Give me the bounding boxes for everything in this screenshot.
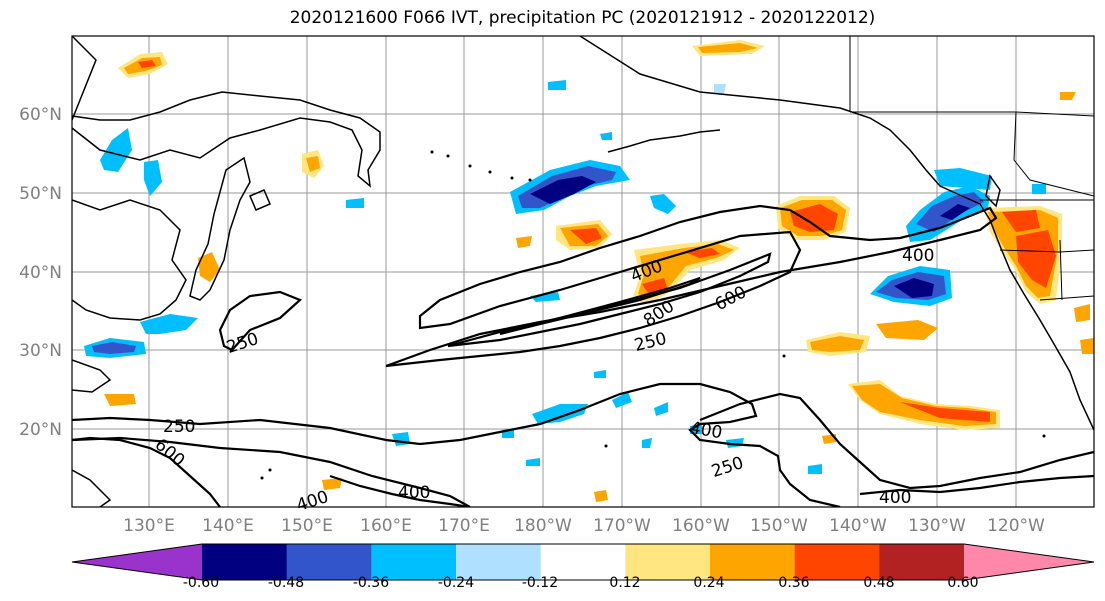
map-frame: [71, 35, 1095, 508]
lon-label: 170°W: [593, 516, 651, 536]
longitude-labels: 130°E 140°E 150°E 160°E 170°E 180°W 170°…: [123, 516, 1045, 536]
colorbar-segment: [710, 544, 796, 580]
colorbar-tick-label: 0.24: [693, 575, 724, 591]
colorbar-tick-label: -0.24: [438, 575, 474, 591]
colorbar-tick-label: -0.12: [522, 575, 558, 591]
lat-label: 60°N: [19, 105, 62, 125]
lon-label: 180°W: [514, 516, 572, 536]
colorbar: [71, 543, 1095, 581]
colorbar-tick-label: 0.36: [778, 575, 809, 591]
colorbar-segment: [456, 544, 542, 580]
map-title: 2020121600 F066 IVT, precipitation PC (2…: [289, 8, 876, 28]
lon-label: 120°W: [987, 516, 1045, 536]
colorbar-extension-max: [964, 544, 1094, 580]
colorbar-tick-label: -0.48: [268, 575, 304, 591]
lon-label: 160°E: [360, 516, 412, 536]
lon-label: 170°E: [438, 516, 490, 536]
colorbar-tick-label: 0.12: [609, 575, 640, 591]
lon-label: 130°W: [908, 516, 966, 536]
colorbar-tick-label: -0.60: [183, 575, 219, 591]
colorbar-ticks: -0.60 -0.48 -0.36 -0.24 -0.12 0.12 0.24 …: [183, 575, 979, 591]
lon-label: 160°W: [672, 516, 730, 536]
lon-label: 150°E: [281, 516, 333, 536]
precip-positive-areas: [104, 40, 1094, 502]
political-boundaries: [849, 36, 1094, 301]
lon-label: 150°W: [750, 516, 808, 536]
colorbar-outline: [71, 543, 1095, 581]
colorbar-segment: [286, 544, 372, 580]
contour-label: 400: [398, 483, 430, 503]
latitude-labels: 60°N 50°N 40°N 30°N 20°N: [19, 105, 62, 440]
colorbar-extension-min: [72, 544, 202, 580]
contour-label: 400: [902, 246, 934, 266]
contour-label: 250: [163, 417, 195, 437]
colorbar-segment: [202, 544, 288, 580]
colorbar-segment: [625, 544, 711, 580]
lon-label: 140°E: [202, 516, 254, 536]
lat-label: 30°N: [19, 341, 62, 361]
island-dots: [260, 150, 1046, 480]
colorbar-tick-label: -0.36: [353, 575, 389, 591]
lat-label: 20°N: [19, 420, 62, 440]
colorbar-segment: [540, 544, 626, 580]
lat-label: 40°N: [19, 263, 62, 283]
colorbar-segment: [794, 544, 880, 580]
coastlines: [72, 36, 1094, 507]
lon-label: 130°E: [123, 516, 175, 536]
lat-label: 50°N: [19, 184, 62, 204]
lon-label: 140°W: [829, 516, 887, 536]
contour-label: 400: [879, 488, 911, 508]
colorbar-tick-label: 0.60: [947, 575, 978, 591]
colorbar-segment: [879, 544, 965, 580]
colorbar-tick-label: 0.48: [863, 575, 894, 591]
colorbar-segment: [371, 544, 457, 580]
precip-negative-areas: [84, 80, 1046, 474]
ivt-contours: [72, 204, 1094, 507]
